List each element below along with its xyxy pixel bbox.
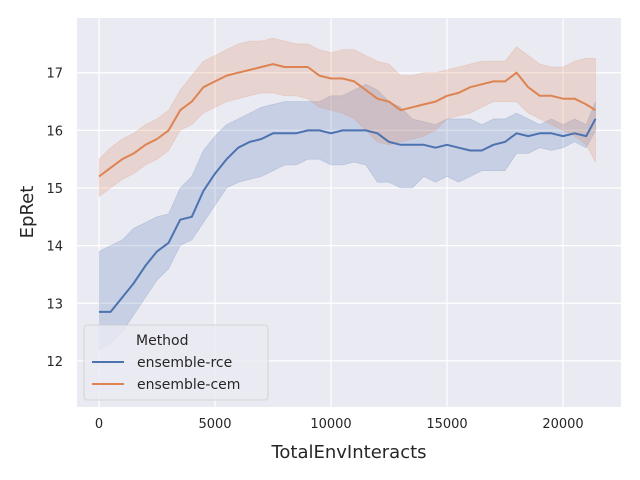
y-tick-labels: 12 13 14 15 16 17 xyxy=(46,67,63,370)
y-tick-label: 17 xyxy=(46,67,63,82)
y-tick-label: 16 xyxy=(46,124,63,139)
legend: Method ensemble-rce ensemble-cem xyxy=(83,324,269,401)
legend-label-ensemble-cem: ensemble-cem xyxy=(137,377,240,393)
y-axis-label: EpRet xyxy=(17,186,38,239)
x-tick-label: 10000 xyxy=(310,417,351,432)
y-tick-label: 12 xyxy=(46,355,63,370)
legend-box xyxy=(83,324,269,401)
y-tick-label: 13 xyxy=(46,297,63,312)
y-tick-label: 15 xyxy=(46,182,63,197)
x-axis-label: TotalEnvInteracts xyxy=(270,442,426,463)
x-tick-labels: 0 5000 10000 15000 20000 xyxy=(95,417,584,432)
x-tick-label: 5000 xyxy=(198,417,231,432)
x-tick-label: 15000 xyxy=(426,417,467,432)
y-tick-label: 14 xyxy=(46,240,63,255)
x-tick-label: 20000 xyxy=(542,417,583,432)
legend-title: Method xyxy=(136,333,189,349)
x-tick-label: 0 xyxy=(95,417,103,432)
series-line-ensemble-cem xyxy=(98,63,597,178)
series-line-ensemble-rce xyxy=(99,118,597,313)
legend-label-ensemble-rce: ensemble-rce xyxy=(137,355,232,371)
series-lines xyxy=(98,63,597,313)
